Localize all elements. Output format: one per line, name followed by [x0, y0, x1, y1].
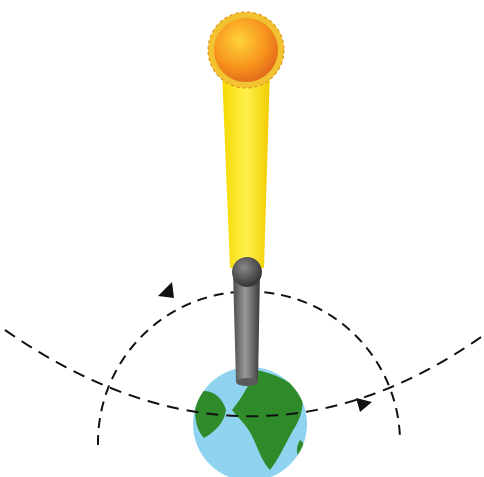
earth-orbit — [4, 329, 484, 418]
sun — [207, 11, 285, 89]
shadow-spot — [236, 378, 258, 386]
orbit-arrow — [158, 282, 174, 298]
orbit-arrow — [356, 398, 372, 412]
moon — [232, 257, 262, 287]
moon-orbit — [96, 290, 401, 446]
moon-shadow — [233, 272, 260, 382]
sun-beam — [222, 70, 270, 268]
